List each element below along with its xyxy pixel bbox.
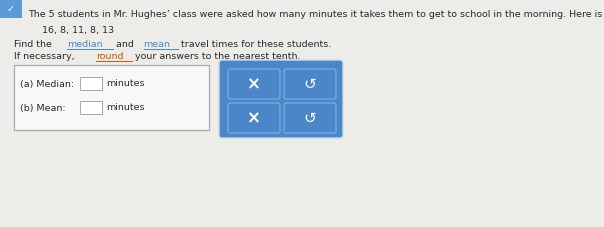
Text: ✓: ✓ [7,4,15,14]
FancyBboxPatch shape [80,101,102,114]
Text: and: and [113,40,137,49]
FancyBboxPatch shape [284,69,336,99]
Text: (b) Mean:: (b) Mean: [20,104,66,113]
Text: ↺: ↺ [304,76,316,91]
FancyBboxPatch shape [284,103,336,133]
FancyBboxPatch shape [0,0,22,18]
Text: |: | [86,78,90,88]
Text: Find the: Find the [14,40,55,49]
Text: minutes: minutes [106,104,144,113]
FancyBboxPatch shape [219,60,343,138]
FancyBboxPatch shape [14,65,209,130]
Text: median: median [66,40,102,49]
Text: The 5 students in Mr. Hughes’ class were asked how many minutes it takes them to: The 5 students in Mr. Hughes’ class were… [28,10,604,19]
FancyBboxPatch shape [80,77,102,90]
Text: ×: × [247,109,261,127]
Text: your answers to the nearest tenth.: your answers to the nearest tenth. [132,52,300,61]
Text: travel times for these students.: travel times for these students. [178,40,332,49]
Text: 16, 8, 11, 8, 13: 16, 8, 11, 8, 13 [42,26,114,35]
FancyBboxPatch shape [228,103,280,133]
Text: round: round [96,52,124,61]
Text: If necessary,: If necessary, [14,52,78,61]
FancyBboxPatch shape [228,69,280,99]
Text: (a) Median:: (a) Median: [20,79,74,89]
Text: mean: mean [144,40,170,49]
Text: minutes: minutes [106,79,144,89]
Text: ×: × [247,75,261,93]
Text: ↺: ↺ [304,111,316,126]
